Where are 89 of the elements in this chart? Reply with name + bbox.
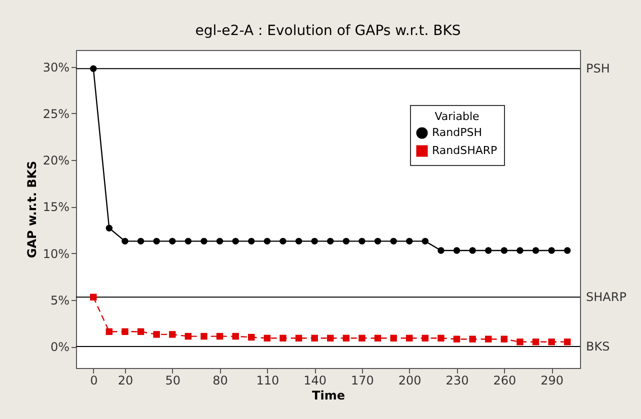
point xyxy=(90,294,97,300)
x-tick-label: 290 xyxy=(540,374,564,388)
point xyxy=(232,238,239,245)
point xyxy=(311,334,318,342)
x-tick-label: 80 xyxy=(212,374,228,388)
point xyxy=(374,238,382,245)
legend-label: RandSHARP xyxy=(432,144,498,157)
x-tick-label: 200 xyxy=(398,374,422,388)
point xyxy=(548,247,555,254)
point xyxy=(327,334,334,342)
point xyxy=(153,238,160,245)
point xyxy=(406,238,413,245)
ref-line-label: SHARP xyxy=(586,290,626,304)
point xyxy=(248,238,255,245)
point xyxy=(184,238,192,245)
point xyxy=(264,238,271,245)
point xyxy=(216,238,224,245)
point xyxy=(453,247,460,254)
point xyxy=(216,332,224,340)
point xyxy=(169,238,176,245)
point xyxy=(516,338,524,346)
point xyxy=(564,247,571,254)
legend-label: RandPSH xyxy=(432,126,482,139)
point xyxy=(200,238,208,245)
point xyxy=(280,238,286,245)
legend-title: Variable xyxy=(434,110,480,123)
x-tick-label: 140 xyxy=(304,374,327,388)
x-axis-title: Time xyxy=(312,388,345,402)
chart-title: egl-e2-A : Evolution of GAPs w.r.t. BKS xyxy=(195,23,461,39)
point xyxy=(548,338,555,346)
ref-line-label: BKS xyxy=(586,340,610,354)
point xyxy=(485,247,492,254)
y-tick-label: 20% xyxy=(42,154,70,168)
point xyxy=(280,334,286,342)
y-tick-label: 5% xyxy=(50,293,70,308)
point xyxy=(358,238,366,245)
point xyxy=(358,334,366,342)
point xyxy=(122,328,128,335)
point xyxy=(311,238,318,245)
y-tick-label: 30% xyxy=(42,60,70,74)
y-tick-label: 15% xyxy=(42,200,70,214)
y-tick-label: 0% xyxy=(50,340,70,354)
point xyxy=(390,238,397,245)
point xyxy=(169,331,176,338)
point xyxy=(532,338,540,346)
x-tick-label: 170 xyxy=(351,374,374,388)
point xyxy=(137,328,144,335)
point xyxy=(564,338,571,346)
x-tick-label: 50 xyxy=(165,374,181,388)
point xyxy=(184,332,192,340)
point xyxy=(137,238,144,245)
point xyxy=(106,328,113,335)
x-tick-label: 20 xyxy=(118,374,134,388)
point xyxy=(342,238,350,245)
point xyxy=(295,238,302,245)
point xyxy=(500,247,508,254)
point xyxy=(453,336,460,342)
y-axis-title: GAP w.r.t. BKS xyxy=(24,160,39,258)
y-tick-label: 25% xyxy=(42,106,70,121)
point xyxy=(248,334,255,341)
point xyxy=(500,336,508,342)
point xyxy=(532,247,540,254)
point xyxy=(90,65,97,72)
point xyxy=(422,238,429,245)
x-tick-label: 230 xyxy=(446,374,469,388)
point xyxy=(438,334,444,342)
point xyxy=(516,247,524,254)
point xyxy=(232,332,239,340)
point xyxy=(485,336,492,342)
point xyxy=(106,224,113,232)
x-tick-label: 0 xyxy=(90,374,98,388)
point xyxy=(438,247,444,254)
point xyxy=(390,334,397,342)
point xyxy=(153,331,160,338)
point xyxy=(469,247,476,254)
point xyxy=(122,238,128,245)
point xyxy=(422,334,429,342)
point xyxy=(374,334,382,342)
point xyxy=(342,334,350,342)
point xyxy=(200,332,208,340)
point xyxy=(406,334,413,342)
point xyxy=(295,334,302,342)
x-tick-label: 260 xyxy=(493,374,516,388)
ref-line-label: PSH xyxy=(586,62,610,76)
point xyxy=(469,336,476,342)
y-tick-label: 10% xyxy=(42,246,70,261)
point xyxy=(327,238,334,245)
point xyxy=(264,334,271,342)
x-tick-label: 110 xyxy=(256,374,280,388)
